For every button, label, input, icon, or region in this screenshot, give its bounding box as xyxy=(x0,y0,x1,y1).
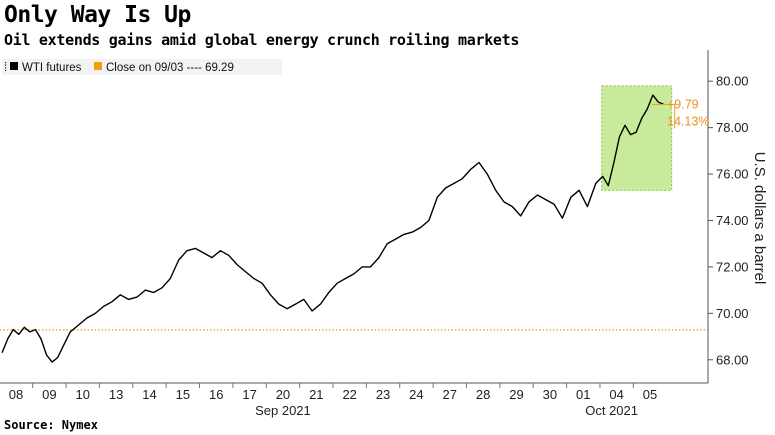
x-tick-label: 13 xyxy=(109,387,123,402)
chart-title: Only Way Is Up xyxy=(4,2,191,28)
x-tick-label: 16 xyxy=(209,387,223,402)
x-tick-label: 20 xyxy=(276,387,290,402)
annotation-percent: 14.13% xyxy=(667,114,709,128)
y-tick-label: 76.00 xyxy=(716,167,749,182)
x-month-label: Oct 2021 xyxy=(585,403,638,418)
x-tick-label: 30 xyxy=(543,387,557,402)
y-axis-label: U.S. dollars a barrel xyxy=(751,152,768,285)
annotation-change: +9.79 xyxy=(667,97,699,111)
legend-swatch-close xyxy=(94,62,102,70)
y-tick-label: 74.00 xyxy=(716,213,749,228)
legend-label-close: Close on 09/03 ---- 69.29 xyxy=(106,62,234,74)
series-line-wti-futures xyxy=(1,94,665,363)
y-tick-label: 80.00 xyxy=(716,74,749,89)
x-tick-label: 27 xyxy=(443,387,457,402)
legend-swatch-wti xyxy=(10,62,18,70)
x-tick-label: 08 xyxy=(9,387,23,402)
x-tick-label: 29 xyxy=(509,387,523,402)
source-note: Source: Nymex xyxy=(4,418,98,432)
x-tick-label: 04 xyxy=(609,387,623,402)
y-tick-label: 70.00 xyxy=(716,306,749,321)
y-tick-label: 68.00 xyxy=(716,352,749,367)
x-tick-label: 10 xyxy=(76,387,90,402)
x-tick-label: 14 xyxy=(142,387,156,402)
x-tick-label: 24 xyxy=(409,387,423,402)
x-tick-label: 05 xyxy=(643,387,657,402)
x-tick-label: 22 xyxy=(342,387,356,402)
chart-subtitle: Oil extends gains amid global energy cru… xyxy=(4,31,520,49)
x-tick-label: 01 xyxy=(576,387,590,402)
annotation-bracket xyxy=(651,103,676,129)
x-tick-label: 23 xyxy=(376,387,390,402)
y-tick-label: 72.00 xyxy=(716,259,749,274)
highlight-box xyxy=(601,85,673,191)
x-tick-label: 21 xyxy=(309,387,323,402)
x-tick-label: 28 xyxy=(476,387,490,402)
legend-pin-icon: ⁞ xyxy=(4,62,7,74)
y-tick-label: 78.00 xyxy=(716,120,749,135)
x-tick-label: 17 xyxy=(242,387,256,402)
x-tick-label: 15 xyxy=(176,387,190,402)
legend-background xyxy=(2,59,282,75)
x-tick-label: 09 xyxy=(42,387,56,402)
legend-label-wti: WTI futures xyxy=(22,62,82,74)
x-month-label: Sep 2021 xyxy=(255,403,311,418)
